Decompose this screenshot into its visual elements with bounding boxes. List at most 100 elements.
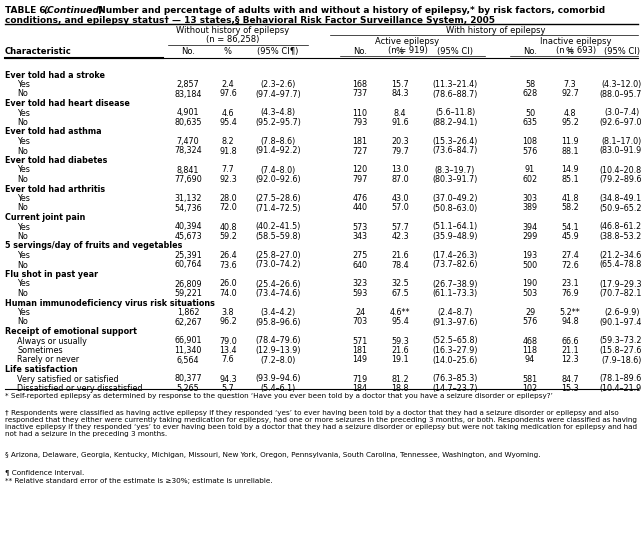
Text: (61.1–73.3): (61.1–73.3) — [433, 289, 478, 298]
Text: 81.2: 81.2 — [391, 375, 409, 383]
Text: 28.0: 28.0 — [219, 194, 237, 203]
Text: 737: 737 — [353, 89, 368, 99]
Text: 97.6: 97.6 — [219, 89, 237, 99]
Text: 5.7: 5.7 — [222, 384, 235, 393]
Text: 500: 500 — [522, 261, 538, 269]
Text: 54.1: 54.1 — [561, 223, 579, 231]
Text: %: % — [224, 47, 232, 56]
Text: (12.9–13.9): (12.9–13.9) — [255, 346, 301, 355]
Text: (n = 86,258): (n = 86,258) — [206, 35, 260, 44]
Text: 94.8: 94.8 — [561, 317, 579, 327]
Text: (n = 693): (n = 693) — [556, 46, 596, 55]
Text: (2.4–8.7): (2.4–8.7) — [437, 308, 472, 317]
Text: 640: 640 — [353, 261, 367, 269]
Text: (97.4–97.7): (97.4–97.7) — [255, 89, 301, 99]
Text: (73.0–74.2): (73.0–74.2) — [255, 261, 301, 269]
Text: (7.2–8.0): (7.2–8.0) — [260, 355, 296, 365]
Text: 793: 793 — [353, 118, 368, 127]
Text: 11,340: 11,340 — [174, 346, 202, 355]
Text: 80,377: 80,377 — [174, 375, 202, 383]
Text: 323: 323 — [353, 279, 367, 289]
Text: 84.7: 84.7 — [561, 375, 579, 383]
Text: 13.4: 13.4 — [219, 346, 237, 355]
Text: 26.0: 26.0 — [219, 279, 237, 289]
Text: 6,564: 6,564 — [177, 355, 199, 365]
Text: (51.1–64.1): (51.1–64.1) — [433, 223, 478, 231]
Text: 76.9: 76.9 — [561, 289, 579, 298]
Text: 703: 703 — [353, 317, 367, 327]
Text: 440: 440 — [353, 203, 367, 213]
Text: Life satisfaction: Life satisfaction — [5, 365, 78, 374]
Text: 78,324: 78,324 — [174, 147, 202, 155]
Text: 40.8: 40.8 — [219, 223, 237, 231]
Text: § Arizona, Delaware, Georgia, Kentucky, Michigan, Missouri, New York, Oregon, Pe: § Arizona, Delaware, Georgia, Kentucky, … — [5, 452, 540, 458]
Text: (91.3–97.6): (91.3–97.6) — [432, 317, 478, 327]
Text: (5.4–6.1): (5.4–6.1) — [260, 384, 296, 393]
Text: 77,690: 77,690 — [174, 175, 202, 184]
Text: (37.0–49.2): (37.0–49.2) — [432, 194, 478, 203]
Text: Sometimes: Sometimes — [17, 346, 63, 355]
Text: 21.6: 21.6 — [391, 346, 409, 355]
Text: 14.9: 14.9 — [561, 165, 579, 175]
Text: (14.0–25.6): (14.0–25.6) — [432, 355, 478, 365]
Text: (10.4–20.8): (10.4–20.8) — [599, 165, 641, 175]
Text: 8,841: 8,841 — [177, 165, 199, 175]
Text: (11.3–21.4): (11.3–21.4) — [433, 80, 478, 89]
Text: 394: 394 — [522, 223, 538, 231]
Text: 40,394: 40,394 — [174, 223, 202, 231]
Text: 95.2: 95.2 — [561, 118, 579, 127]
Text: 23.1: 23.1 — [561, 279, 579, 289]
Text: (15.8–27.6): (15.8–27.6) — [599, 346, 641, 355]
Text: (2.6–9.9): (2.6–9.9) — [604, 308, 640, 317]
Text: (78.1–89.6): (78.1–89.6) — [599, 375, 641, 383]
Text: 8.2: 8.2 — [222, 137, 235, 146]
Text: (65.4–78.8): (65.4–78.8) — [599, 261, 641, 269]
Text: 29: 29 — [525, 308, 535, 317]
Text: Receipt of emotional support: Receipt of emotional support — [5, 327, 137, 336]
Text: Flu shot in past year: Flu shot in past year — [5, 270, 98, 279]
Text: 7.6: 7.6 — [222, 355, 235, 365]
Text: 84.3: 84.3 — [391, 89, 409, 99]
Text: 12.3: 12.3 — [561, 355, 579, 365]
Text: 184: 184 — [353, 384, 367, 393]
Text: %: % — [566, 47, 574, 56]
Text: (50.9–65.2): (50.9–65.2) — [599, 203, 641, 213]
Text: 32.5: 32.5 — [391, 279, 409, 289]
Text: No: No — [17, 175, 28, 184]
Text: (7.4–8.0): (7.4–8.0) — [260, 165, 296, 175]
Text: (95.8–96.6): (95.8–96.6) — [255, 317, 301, 327]
Text: 20.3: 20.3 — [391, 137, 409, 146]
Text: 59.2: 59.2 — [219, 232, 237, 241]
Text: 476: 476 — [353, 194, 367, 203]
Text: (83.0–91.9): (83.0–91.9) — [599, 147, 641, 155]
Text: No: No — [17, 147, 28, 155]
Text: (58.5–59.8): (58.5–59.8) — [255, 232, 301, 241]
Text: 31,132: 31,132 — [174, 194, 202, 203]
Text: No: No — [17, 118, 28, 127]
Text: 91: 91 — [525, 165, 535, 175]
Text: 15.3: 15.3 — [561, 384, 579, 393]
Text: 66.6: 66.6 — [562, 337, 579, 345]
Text: 3.8: 3.8 — [222, 308, 234, 317]
Text: 26,809: 26,809 — [174, 279, 202, 289]
Text: 87.0: 87.0 — [391, 175, 409, 184]
Text: 581: 581 — [522, 375, 538, 383]
Text: (95% CI): (95% CI) — [604, 47, 640, 56]
Text: (78.4–79.6): (78.4–79.6) — [255, 337, 301, 345]
Text: 5,265: 5,265 — [177, 384, 199, 393]
Text: 635: 635 — [522, 118, 538, 127]
Text: 2,857: 2,857 — [177, 80, 199, 89]
Text: Without history of epilepsy: Without history of epilepsy — [176, 26, 290, 35]
Text: 118: 118 — [522, 346, 538, 355]
Text: (7.8–8.6): (7.8–8.6) — [260, 137, 296, 146]
Text: 21.1: 21.1 — [561, 346, 579, 355]
Text: (17.9–29.3): (17.9–29.3) — [599, 279, 641, 289]
Text: 102: 102 — [522, 384, 538, 393]
Text: 79.7: 79.7 — [391, 147, 409, 155]
Text: 25,391: 25,391 — [174, 251, 202, 260]
Text: No.: No. — [523, 47, 537, 56]
Text: (95% CI¶): (95% CI¶) — [257, 47, 299, 56]
Text: 42.3: 42.3 — [391, 232, 409, 241]
Text: (92.0–92.6): (92.0–92.6) — [255, 175, 301, 184]
Text: 4.8: 4.8 — [563, 109, 576, 117]
